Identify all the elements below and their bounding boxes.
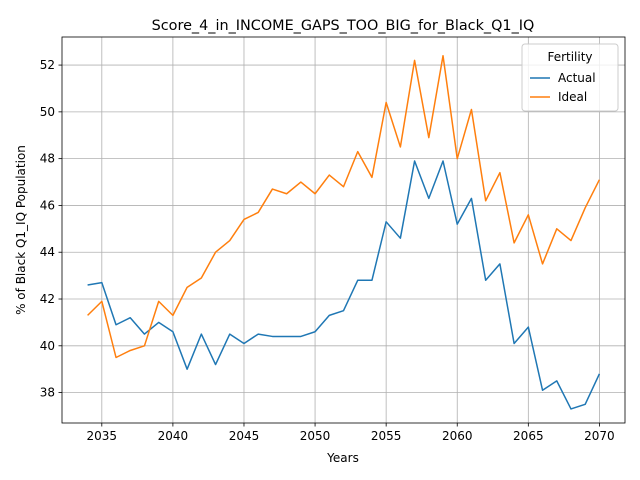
y-tick-label: 52 — [40, 58, 55, 72]
y-tick-label: 42 — [40, 292, 55, 306]
x-axis-label: Years — [326, 451, 359, 465]
x-tick-label: 2070 — [584, 429, 615, 443]
x-tick-label: 2035 — [87, 429, 118, 443]
legend-box — [521, 43, 619, 112]
y-axis-label: % of Black Q1_IQ Population — [14, 145, 28, 315]
y-tick-label: 46 — [40, 198, 55, 212]
chart-title: Score_4_in_INCOME_GAPS_TOO_BIG_for_Black… — [152, 18, 535, 34]
y-tick-label: 50 — [40, 105, 55, 119]
legend-label-ideal: Ideal — [558, 90, 587, 104]
series-lines — [87, 54, 601, 410]
series-line-ideal — [87, 54, 601, 359]
x-tick-label: 2050 — [300, 429, 331, 443]
x-tick-label: 2040 — [158, 429, 189, 443]
x-tick-label: 2060 — [442, 429, 473, 443]
plot-frame — [61, 36, 626, 424]
x-tick-label: 2055 — [371, 429, 402, 443]
x-tick-label: 2065 — [513, 429, 544, 443]
x-axis-ticks: 2035 2040 2045 2050 2055 2060 2065 2070 — [87, 423, 615, 443]
series-line-actual — [87, 160, 601, 410]
y-tick-label: 44 — [40, 245, 55, 259]
x-tick-label: 2045 — [229, 429, 260, 443]
y-tick-label: 48 — [40, 152, 55, 166]
legend-label-actual: Actual — [558, 71, 596, 85]
legend-title: Fertility — [547, 50, 592, 64]
y-axis-ticks: 38 40 42 44 46 48 50 52 — [40, 58, 62, 400]
y-tick-label: 40 — [40, 339, 55, 353]
y-tick-label: 38 — [40, 386, 55, 400]
legend: Fertility Actual Ideal — [521, 43, 619, 112]
